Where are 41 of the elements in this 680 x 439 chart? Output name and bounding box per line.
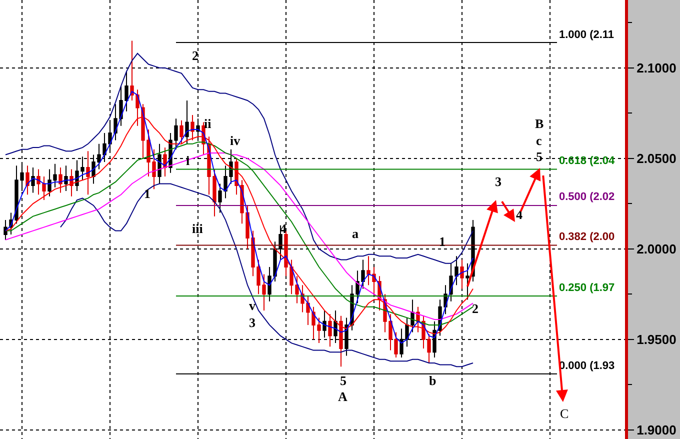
y-tick-label: 2.0000 xyxy=(636,241,676,256)
annotation: A xyxy=(338,389,348,404)
annotation: 3 xyxy=(249,315,256,330)
candlestick xyxy=(4,219,8,240)
candlestick xyxy=(26,165,30,196)
ref-line-label: 0.250 (1.97 xyxy=(559,282,615,294)
candlestick xyxy=(64,165,68,192)
line-series xyxy=(60,183,474,368)
annotation: ii xyxy=(204,116,212,131)
annotation: 2 xyxy=(472,301,478,316)
annotation: a xyxy=(352,226,359,241)
text: B xyxy=(535,116,544,131)
text: 4 xyxy=(516,207,523,222)
y-tick-label: 2.1000 xyxy=(636,60,676,76)
ref-line-label: 0.382 (2.00 xyxy=(559,231,615,243)
candlestick xyxy=(190,114,194,141)
candlestick xyxy=(86,150,90,196)
line-series xyxy=(5,52,474,264)
text: 3 xyxy=(495,174,502,189)
candlestick xyxy=(466,262,470,300)
annotation: v xyxy=(249,298,256,313)
text: c xyxy=(536,133,542,148)
annotation: 2 xyxy=(192,48,198,63)
annotation: b xyxy=(429,373,436,388)
y-tick-label: 2.0500 xyxy=(636,150,676,166)
candlestick xyxy=(180,120,184,144)
candlestick xyxy=(339,315,343,368)
text: C xyxy=(560,406,569,421)
candlestick xyxy=(460,259,464,290)
annotation: iv xyxy=(230,133,241,148)
ref-line-label: 0.618 (2.04 xyxy=(559,155,616,167)
candlestick xyxy=(31,166,35,194)
annotation: 1 xyxy=(144,186,150,201)
candlestick xyxy=(185,100,189,144)
ref-line-label: 1.000 (2.11 xyxy=(559,29,614,41)
y-tick-label: 1.9000 xyxy=(636,422,676,438)
candlestick xyxy=(328,314,332,348)
ref-line-label: 0.500 (2.02 xyxy=(559,191,615,203)
y-tick-label: 1.9500 xyxy=(636,332,676,347)
annotation: 5 xyxy=(340,373,347,388)
candlestick xyxy=(58,166,62,194)
